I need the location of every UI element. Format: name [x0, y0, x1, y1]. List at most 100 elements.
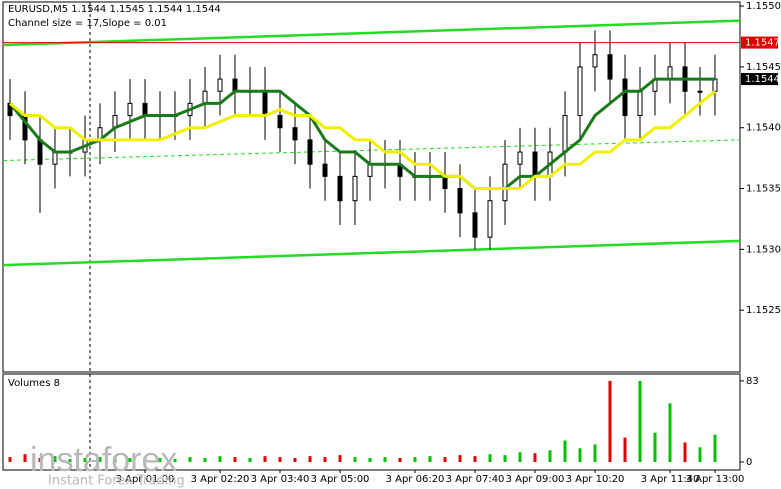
volume-bar — [23, 454, 27, 462]
volume-pane — [2, 373, 741, 471]
candle-body — [232, 78, 238, 92]
candle-body — [562, 115, 568, 153]
volume-bar — [128, 458, 132, 462]
price-tag-label: 1.1547 — [745, 38, 780, 49]
volume-bar — [203, 458, 207, 462]
y-tick-label: 1.1540 — [746, 123, 781, 134]
volume-tick-label: 83 — [746, 376, 759, 387]
volume-title: Volumes 8 — [8, 378, 60, 389]
candle-body — [352, 175, 358, 202]
candle-body — [532, 151, 538, 177]
volume-bar — [578, 448, 582, 462]
volume-bar — [173, 459, 177, 462]
volume-bar — [638, 380, 642, 462]
volume-bar — [98, 457, 102, 462]
candle-body — [337, 175, 343, 202]
candle-body — [712, 78, 718, 92]
candle-body — [307, 139, 313, 165]
candle-body — [262, 90, 268, 117]
price-tag-label: 1.1544 — [745, 74, 780, 85]
candle-body — [367, 163, 373, 177]
candle-body — [202, 90, 208, 104]
candle-body — [637, 90, 643, 117]
watermark-tagline: Instant Forex Trading — [48, 474, 185, 489]
x-tick-label: 3 Apr 13:00 — [686, 474, 745, 485]
x-tick-label: 3 Apr 01:00 — [116, 474, 175, 485]
volume-bar — [533, 453, 537, 462]
volume-bar — [503, 455, 507, 462]
candle-body — [127, 102, 133, 117]
candle-body — [697, 90, 703, 93]
y-tick-label: 1.1550 — [746, 1, 781, 12]
candle-body — [487, 200, 493, 238]
volume-bar — [668, 403, 672, 462]
volume-bar — [248, 458, 252, 462]
volume-bar — [278, 457, 282, 462]
x-tick-label: 3 Apr 02:20 — [191, 474, 250, 485]
y-tick-label: 1.1525 — [746, 305, 781, 316]
candle-body — [142, 102, 148, 117]
moving-average — [8, 77, 715, 191]
volume-bar — [368, 458, 372, 462]
x-tick-label: 3 Apr 03:40 — [251, 474, 310, 485]
candle-body — [517, 151, 523, 165]
candle-body — [442, 175, 448, 190]
channel-line — [2, 239, 741, 267]
channel-line — [2, 139, 741, 162]
volume-bar — [428, 456, 432, 462]
candle-body — [607, 54, 613, 80]
x-tick-label: 3 Apr 09:00 — [506, 474, 565, 485]
y-tick-label: 1.1535 — [746, 184, 781, 195]
chart-title: EURUSD,M5 1.1544 1.1545 1.1544 1.1544 — [8, 4, 221, 15]
chart-subtitle: Channel size = 17,Slope = 0.01 — [8, 18, 167, 29]
volume-bar — [323, 457, 327, 462]
volume-bar — [488, 454, 492, 462]
volume-bar — [83, 458, 87, 462]
volume-bar — [593, 444, 597, 462]
volume-bar — [653, 432, 657, 462]
candle-body — [577, 66, 583, 117]
volume-tick-label: 0 — [746, 457, 752, 468]
volume-bar — [8, 457, 12, 462]
volume-bar — [263, 456, 267, 462]
channel-line — [2, 19, 741, 47]
candle-body — [622, 78, 628, 117]
volume-bar — [158, 458, 162, 462]
x-tick-label: 3 Apr 11:40 — [641, 474, 700, 485]
volume-bar — [233, 457, 237, 462]
candle-body — [217, 78, 223, 92]
volume-bar — [623, 437, 627, 462]
volume-bar — [698, 447, 702, 462]
volume-bar — [113, 456, 117, 462]
volume-bar — [188, 457, 192, 462]
volume-bar — [518, 452, 522, 462]
candle-body — [502, 163, 508, 202]
candle-body — [322, 163, 328, 177]
volume-bar — [713, 434, 717, 462]
volume-bar — [308, 456, 312, 462]
y-tick-label: 1.1545 — [746, 62, 781, 73]
volume-bar — [143, 457, 147, 462]
volume-bar — [68, 459, 72, 462]
price-tag — [741, 73, 778, 86]
x-tick-label: 3 Apr 06:20 — [386, 474, 445, 485]
price-pane — [2, 1, 741, 373]
volume-bar — [608, 380, 612, 462]
volume-bar — [683, 442, 687, 462]
x-tick-label: 3 Apr 10:20 — [566, 474, 625, 485]
candle-body — [457, 188, 463, 214]
x-tick-label: 3 Apr 05:00 — [311, 474, 370, 485]
volume-bar — [473, 456, 477, 462]
candle-body — [592, 54, 598, 68]
price-tag — [741, 36, 778, 49]
x-tick-label: 3 Apr 07:40 — [446, 474, 505, 485]
volume-bar — [218, 456, 222, 462]
moving-average — [9, 90, 716, 191]
volume-bar — [443, 457, 447, 462]
volume-bar — [338, 455, 342, 462]
volume-bar — [413, 457, 417, 462]
candle-body — [277, 115, 283, 129]
y-tick-label: 1.1530 — [746, 244, 781, 255]
candle-body — [292, 127, 298, 141]
